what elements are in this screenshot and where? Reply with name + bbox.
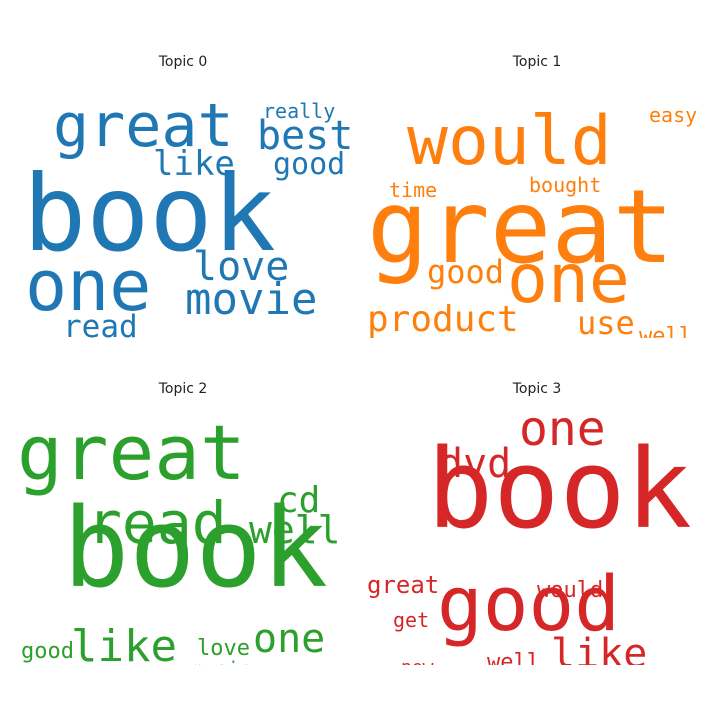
word-good: good [273,147,345,182]
word-love: love [197,636,250,661]
word-one: one [519,405,606,457]
word-one: one [253,616,325,662]
word-book: book [23,153,276,275]
topic-2-panel: Topic 2 book great read like well cd one love go… [13,377,353,677]
word-well: well [487,650,540,665]
word-best: best [257,113,353,159]
word-good: good [427,253,504,291]
word-dvd: dvd [439,441,511,487]
word-read: read [87,489,227,557]
word-good: good [21,639,74,664]
topic-0-title: Topic 0 [158,54,208,70]
word-great: great [17,408,246,497]
word-bought: bought [529,173,601,197]
word-book: book [63,484,328,612]
word-great: great [53,91,234,161]
word-time: time [389,178,437,202]
word-movie: movie [185,274,317,325]
topic-3-panel: Topic 3 book good one like dvd great would well… [367,377,707,677]
word-great: great [367,571,439,599]
topic-0-panel: Topic 0 book great one movie best love like goo… [13,50,353,350]
word-great: great [367,168,674,287]
word-like: like [153,144,235,184]
word-one: one [25,245,151,327]
word-would: would [407,102,612,181]
word-new: new [401,657,434,665]
word-music: music [191,657,251,665]
topic-2-title: Topic 2 [158,381,208,397]
word-like: like [71,621,177,665]
topic-3-title: Topic 3 [512,381,562,397]
topic-1-title: Topic 1 [512,54,562,70]
word-cd: cd [277,480,320,521]
word-would: would [537,578,603,603]
word-product: product [367,299,519,338]
word-well: well [249,508,341,552]
word-read: read [63,309,138,338]
word-love: love [193,244,289,290]
word-one: one [507,240,630,319]
word-really: really [263,99,335,123]
word-well: well [639,324,692,338]
word-book: book [427,425,692,553]
word-easy: easy [649,103,697,127]
topic-1-panel: Topic 1 great would one product good use bough… [367,50,707,350]
word-get: get [393,608,429,632]
word-use: use [577,304,635,338]
word-good: good [437,559,620,648]
word-like: like [551,631,647,665]
